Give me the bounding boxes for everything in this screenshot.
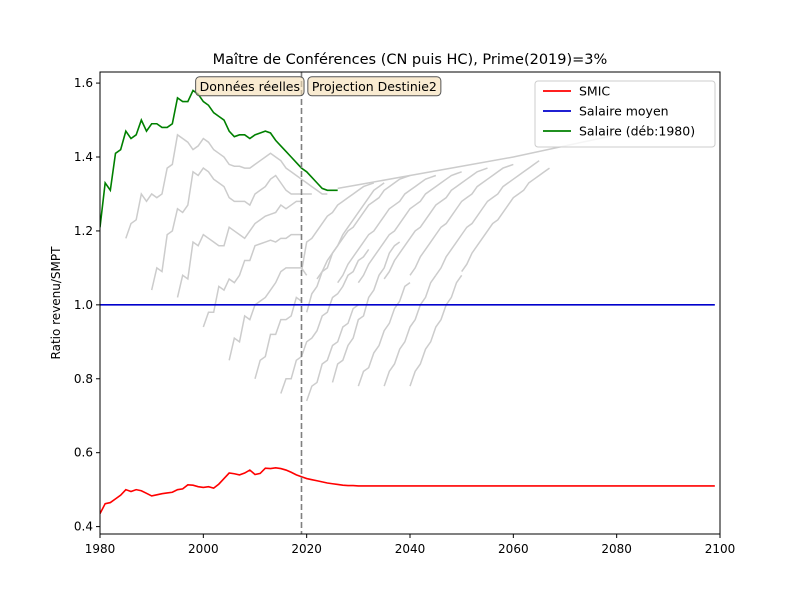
background-trajectory-21 [461,167,550,273]
x-tick-label: 2000 [188,542,219,556]
x-tick-label: 2080 [601,542,632,556]
annotation-background [307,76,442,97]
background-trajectory-4 [202,233,302,328]
background-trajectory-8 [305,304,359,402]
background-trajectory-1 [125,133,328,239]
background-trajectory-10 [305,182,385,313]
x-tick-label: 2060 [498,542,529,556]
background-trajectory-2 [150,167,312,291]
legend: SMIC Salaire moyen Salaire (déb:1980) [534,80,716,148]
annotation-background [195,76,305,97]
legend-label: SMIC [579,84,610,99]
background-trajectory-14 [409,274,463,387]
background-trajectory-7 [280,248,370,394]
annotation-box-2: Projection Destinie2 [307,76,442,97]
background-trajectory-12 [357,282,411,387]
y-tick-label: 0.8 [74,372,93,386]
axes: 1980 2000 2020 2040 2060 2080 2100 0.4 0.6 0.8 1.0… [74,71,736,556]
annotation-box-1: Données réelles [195,76,305,97]
background-trajectory-11 [331,241,401,383]
background-trajectory-9 [300,182,375,272]
legend-label: Salaire moyen [579,104,669,119]
background-trajectory-16 [337,174,437,284]
series-lines [100,89,715,515]
legend-label: Salaire (déb:1980) [579,124,695,139]
background-trajectory-3 [176,200,302,298]
chart-title: Maître de Conférences (CN puis HC), Prim… [213,52,608,68]
x-tick-label: 2020 [291,542,322,556]
annotations: Données réelles Projection Destinie2 [195,76,442,97]
y-tick-label: 1.0 [74,298,93,312]
background-trajectory-5 [228,267,308,361]
background-trajectory-17 [357,171,462,284]
y-tick-label: 0.4 [74,520,93,534]
background-trajectory-6 [254,296,302,379]
y-tick-label: 1.4 [74,150,93,164]
background-trajectory-18 [383,167,488,280]
y-axis-label: Ratio revenu/SMPT [49,246,63,360]
background-trajectory-19 [409,163,514,276]
background-trajectory-20 [435,160,540,276]
y-tick-label: 1.2 [74,224,93,238]
y-tick-label: 0.6 [74,446,93,460]
background-trajectories [125,133,617,402]
background-trajectory-13 [383,274,437,387]
x-tick-label: 1980 [85,542,116,556]
y-tick-label: 1.6 [74,76,93,90]
annotation-text: Données réelles [200,79,300,94]
background-trajectory-15 [316,174,411,280]
x-tick-label: 2040 [395,542,426,556]
x-tick-label: 2100 [705,542,736,556]
series-line-1 [100,467,715,515]
legend-box [534,80,716,148]
annotation-text: Projection Destinie2 [312,79,437,94]
series-line-3 [100,89,338,228]
